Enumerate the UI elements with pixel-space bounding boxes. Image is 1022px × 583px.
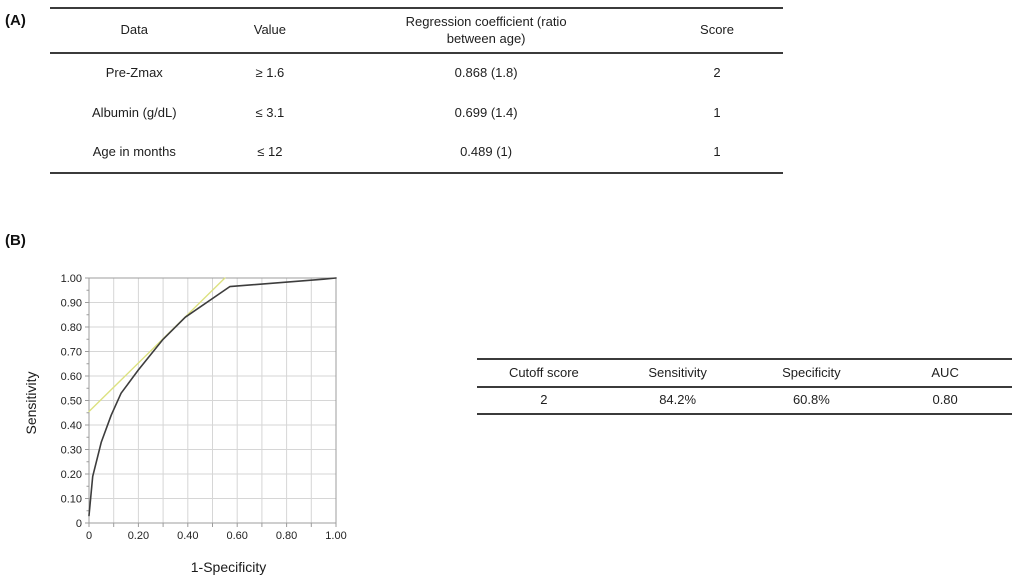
- y-tick-label: 0.60: [61, 371, 82, 383]
- header-cell-regression-coefficient: Regression coefficient (ratio between ag…: [405, 14, 567, 46]
- header-cell-specificity: Specificity: [782, 364, 841, 380]
- regression-score-table: Data Value Regression coefficient (ratio…: [50, 7, 783, 174]
- data-cell: 2: [540, 392, 548, 408]
- y-tick-label: 0.10: [61, 494, 82, 506]
- data-cell: Albumin (g/dL): [92, 104, 177, 120]
- data-cell: 0.699 (1.4): [454, 104, 518, 120]
- data-cell: 2: [713, 65, 721, 81]
- y-tick-label: 1.00: [61, 273, 82, 285]
- data-cell: 0.80: [932, 392, 958, 408]
- data-cell: 0.489 (1): [460, 144, 513, 160]
- header-cell-cutoff-score: Cutoff score: [508, 364, 579, 380]
- cutoff-summary-table: Cutoff score Sensitivity Specificity AUC…: [477, 358, 1012, 415]
- data-cell: ≥ 1.6: [255, 65, 285, 81]
- table-row: Albumin (g/dL) ≤ 3.1 0.699 (1.4) 1: [50, 93, 783, 133]
- header-cell-value: Value: [253, 22, 287, 38]
- table-header-row: Cutoff score Sensitivity Specificity AUC: [477, 359, 1012, 387]
- y-tick-label: 0.30: [61, 445, 82, 457]
- roc-curve: [88, 277, 337, 517]
- panel-b-label: (B): [5, 232, 26, 249]
- x-tick-label: 0.20: [128, 530, 149, 542]
- x-tick-label: 1.00: [325, 530, 346, 542]
- x-axis-title: 1-Specificity: [190, 559, 267, 575]
- y-tick-label: 0.50: [61, 396, 82, 408]
- y-tick-label: 0.40: [61, 420, 82, 432]
- data-cell: 60.8%: [792, 392, 830, 408]
- table-row: Age in months ≤ 12 0.489 (1) 1: [50, 133, 783, 173]
- data-cell: Age in months: [92, 144, 176, 160]
- data-cell: 0.868 (1.8): [454, 65, 518, 81]
- data-cell: Pre-Zmax: [105, 65, 163, 81]
- table-row: Pre-Zmax ≥ 1.6 0.868 (1.8) 2: [50, 53, 783, 93]
- y-tick-label: 0.70: [61, 347, 82, 359]
- data-cell: 1: [713, 104, 721, 120]
- table-header-row: Data Value Regression coefficient (ratio…: [50, 8, 783, 53]
- data-cell: ≤ 12: [257, 144, 283, 160]
- x-tick-label: 0.40: [177, 530, 198, 542]
- reference-line: [88, 277, 226, 413]
- header-cell-sensitivity: Sensitivity: [648, 364, 707, 380]
- x-tick-label: 0.60: [226, 530, 247, 542]
- y-tick-label: 0.20: [61, 469, 82, 481]
- header-cell-data: Data: [120, 22, 149, 38]
- roc-curve-chart: 0 0.10 0.20 0.30 0.40 0.50 0.60 0.70 0.80 0.90 1.0…: [61, 273, 347, 542]
- table-row: 2 84.2% 60.8% 0.80: [477, 387, 1012, 414]
- x-tick-label: 0: [86, 530, 92, 542]
- y-tick-label: 0.80: [61, 322, 82, 334]
- y-tick-label: 0.90: [61, 298, 82, 310]
- data-cell: 84.2%: [659, 392, 697, 408]
- x-tick-label: 0.80: [276, 530, 297, 542]
- panel-a-label: (A): [5, 12, 26, 29]
- data-cell: 1: [713, 144, 721, 160]
- header-cell-auc: AUC: [931, 364, 959, 380]
- y-axis-title: Sensitivity: [23, 371, 39, 435]
- data-cell: ≤ 3.1: [255, 104, 285, 120]
- y-tick-label: 0: [76, 518, 82, 530]
- header-cell-score: Score: [700, 22, 734, 38]
